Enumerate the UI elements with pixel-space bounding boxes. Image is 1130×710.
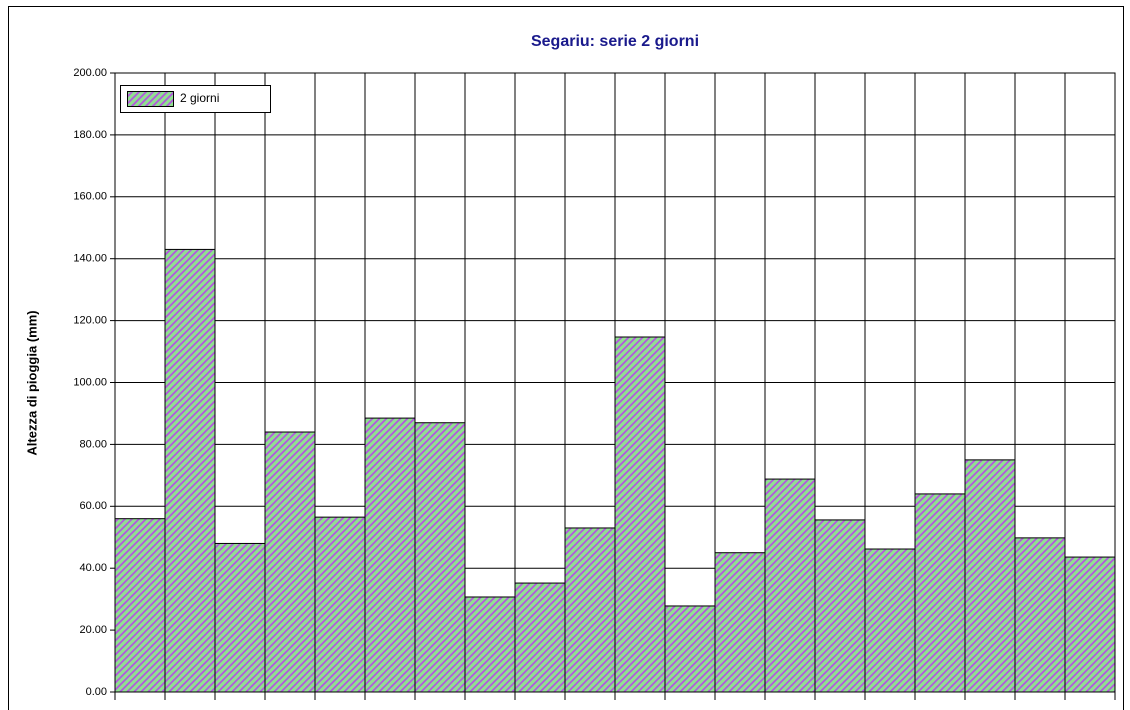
bar	[164, 248, 216, 693]
bar	[564, 527, 616, 693]
chart-title: Segariu: serie 2 giorni	[531, 33, 699, 50]
bar	[864, 548, 916, 693]
frame	[8, 6, 1124, 710]
y-tick-label: 180.00	[73, 129, 107, 141]
y-tick-label: 120.00	[73, 315, 107, 327]
y-tick-label: 20.00	[79, 624, 107, 636]
y-tick-label: 0.00	[86, 686, 107, 698]
bar	[914, 493, 966, 693]
bar	[714, 552, 766, 693]
bar	[764, 478, 816, 693]
bar	[464, 596, 516, 693]
plot-border	[114, 72, 1116, 693]
bar	[264, 431, 316, 693]
bar	[314, 516, 366, 693]
bar	[964, 459, 1016, 693]
y-tick-label: 60.00	[79, 500, 107, 512]
bar	[814, 519, 866, 693]
bar	[1014, 537, 1066, 693]
bar	[214, 542, 266, 693]
legend-label: 2 giorni	[180, 91, 219, 105]
y-tick-label: 200.00	[73, 67, 107, 79]
bar	[114, 518, 166, 693]
y-tick-label: 40.00	[79, 562, 107, 574]
bar	[514, 582, 566, 693]
y-tick-label: 80.00	[79, 438, 107, 450]
y-tick-label: 140.00	[73, 253, 107, 265]
y-tick-label: 100.00	[73, 376, 107, 388]
legend-swatch	[127, 91, 174, 107]
bar	[614, 336, 666, 693]
y-tick-label: 160.00	[73, 191, 107, 203]
bar	[364, 417, 416, 693]
y-axis-label: Altezza di pioggia (mm)	[24, 310, 39, 455]
bar	[1064, 556, 1116, 693]
bar	[414, 422, 466, 693]
bar	[664, 605, 716, 693]
